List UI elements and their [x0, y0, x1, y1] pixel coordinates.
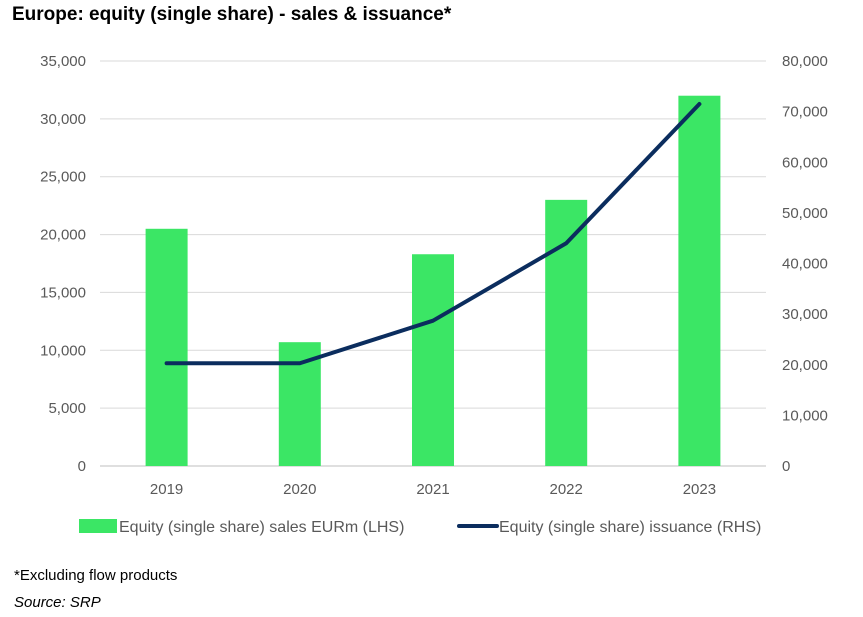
x-tick-label: 2019 — [150, 481, 183, 498]
right-tick-label: 50,000 — [782, 205, 828, 222]
bar — [145, 228, 188, 466]
bar — [278, 342, 321, 466]
right-tick-label: 0 — [782, 458, 790, 475]
chart-title: Europe: equity (single share) - sales & … — [12, 4, 452, 25]
right-tick-label: 10,000 — [782, 407, 828, 424]
right-tick-label: 60,000 — [782, 154, 828, 171]
right-tick-label: 80,000 — [782, 53, 828, 70]
x-tick-label: 2022 — [550, 481, 583, 498]
left-tick-label: 0 — [78, 458, 86, 475]
left-tick-label: 25,000 — [40, 169, 86, 186]
x-axis-ticks: 2019 2020 2021 2022 2023 — [150, 481, 716, 498]
x-tick-label: 2023 — [683, 481, 716, 498]
left-tick-label: 20,000 — [40, 227, 86, 244]
left-tick-label: 30,000 — [40, 111, 86, 128]
footnote: *Excluding flow products — [14, 567, 178, 584]
left-axis-ticks: 0 5,000 10,000 15,000 20,000 25,000 30,000 35,0… — [40, 53, 86, 475]
bar-series — [145, 95, 721, 466]
bar — [412, 254, 454, 466]
bar — [678, 95, 721, 466]
legend-label-line: Equity (single share) issuance (RHS) — [499, 519, 761, 536]
right-tick-label: 30,000 — [782, 306, 828, 323]
legend-label-bar: Equity (single share) sales EURm (LHS) — [119, 519, 404, 536]
legend-swatch-bar — [79, 519, 117, 533]
chart-area: 0 5,000 10,000 15,000 20,000 25,000 30,000 35,0… — [40, 53, 828, 536]
line-series — [164, 102, 702, 366]
x-tick-label: 2020 — [283, 481, 316, 498]
bar — [545, 199, 588, 466]
x-tick-label: 2021 — [416, 481, 449, 498]
right-tick-label: 20,000 — [782, 357, 828, 374]
source-note: Source: SRP — [14, 594, 101, 611]
left-tick-label: 10,000 — [40, 342, 86, 359]
left-tick-label: 15,000 — [40, 284, 86, 301]
right-tick-label: 70,000 — [782, 104, 828, 121]
legend: Equity (single share) sales EURm (LHS) Eq… — [79, 519, 761, 536]
right-tick-label: 40,000 — [782, 256, 828, 273]
right-axis-ticks: 0 10,000 20,000 30,000 40,000 50,000 60,000 70,… — [782, 53, 828, 475]
left-tick-label: 5,000 — [48, 400, 86, 417]
left-tick-label: 35,000 — [40, 53, 86, 70]
